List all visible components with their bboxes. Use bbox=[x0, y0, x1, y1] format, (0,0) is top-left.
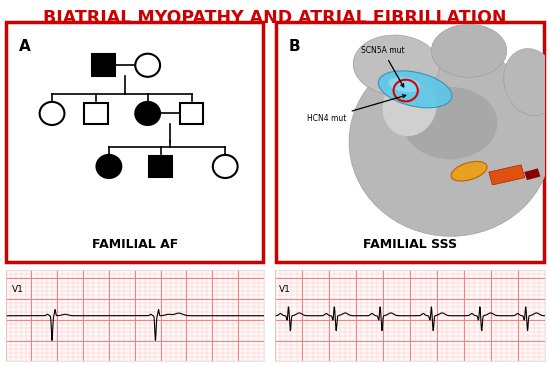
Text: A: A bbox=[19, 39, 30, 54]
Ellipse shape bbox=[378, 71, 452, 108]
Bar bbox=[84, 103, 108, 124]
Ellipse shape bbox=[353, 35, 439, 96]
Text: SCN5A mut: SCN5A mut bbox=[361, 46, 405, 87]
Bar bbox=[149, 155, 172, 177]
Text: FAMILIAL AF: FAMILIAL AF bbox=[92, 238, 178, 251]
Ellipse shape bbox=[388, 77, 420, 92]
Bar bbox=[92, 54, 116, 76]
Circle shape bbox=[96, 155, 122, 178]
Text: B: B bbox=[289, 39, 300, 54]
Text: BIATRIAL MYOPATHY AND ATRIAL FIBRILLATION: BIATRIAL MYOPATHY AND ATRIAL FIBRILLATIO… bbox=[43, 9, 507, 27]
FancyArrow shape bbox=[524, 168, 541, 180]
Text: HCN4 mut: HCN4 mut bbox=[307, 95, 406, 123]
Circle shape bbox=[135, 102, 160, 125]
Text: V1: V1 bbox=[12, 285, 24, 293]
Ellipse shape bbox=[403, 87, 497, 159]
Text: V1: V1 bbox=[279, 285, 291, 293]
Ellipse shape bbox=[451, 161, 487, 181]
Text: FAMILIAL SSS: FAMILIAL SSS bbox=[362, 238, 457, 251]
Ellipse shape bbox=[504, 49, 550, 116]
FancyBboxPatch shape bbox=[6, 22, 263, 262]
Circle shape bbox=[135, 54, 160, 77]
Ellipse shape bbox=[349, 49, 550, 236]
Bar bbox=[180, 103, 204, 124]
Ellipse shape bbox=[383, 76, 437, 136]
Ellipse shape bbox=[431, 24, 507, 77]
Circle shape bbox=[213, 155, 238, 178]
Circle shape bbox=[40, 102, 64, 125]
FancyArrow shape bbox=[489, 165, 525, 185]
FancyBboxPatch shape bbox=[276, 22, 544, 262]
